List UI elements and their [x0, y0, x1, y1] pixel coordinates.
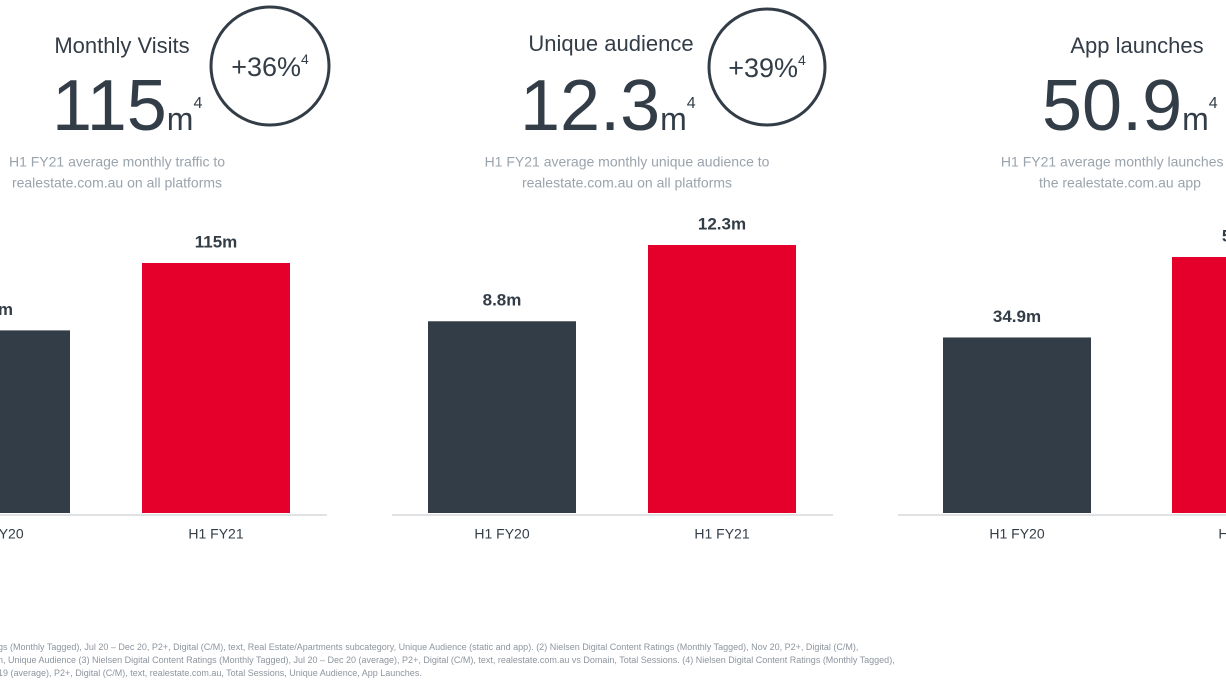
headline-value: 12.3	[520, 66, 660, 146]
bar	[428, 321, 576, 513]
value-label: 8.8m	[483, 291, 522, 310]
value-label: 50.9m	[1222, 226, 1226, 245]
headline-value: 50.9	[1042, 66, 1182, 146]
value-label: 84m	[0, 300, 13, 319]
headline-unit: m	[1182, 101, 1209, 137]
category-label: H1 FY21	[188, 526, 243, 542]
headline: 12.3m4	[520, 66, 696, 146]
bar	[648, 245, 796, 513]
category-label: H1 FY21	[1218, 526, 1226, 542]
bar	[142, 263, 290, 513]
value-label: 12.3m	[698, 214, 746, 233]
footnote: 19 (average), P2+, Digital (C/M), text, …	[0, 668, 422, 678]
headline-value: 115	[52, 66, 167, 146]
chart-title: Unique audience	[528, 31, 693, 56]
subtitle: realestate.com.au on all platforms	[12, 175, 222, 191]
headline: 115m4	[52, 66, 202, 146]
badge-circle	[209, 5, 331, 127]
value-label: 115m	[195, 232, 238, 251]
chart-title: App launches	[1070, 33, 1203, 58]
badge-note: 4	[798, 52, 806, 68]
badge-circle	[707, 7, 827, 127]
footnote: n, Unique Audience (3) Nielsen Digital C…	[0, 655, 895, 665]
subtitle: H1 FY21 average monthly traffic to	[9, 154, 225, 170]
badge-note: 4	[301, 51, 309, 67]
category-label: H1 FY20	[989, 526, 1044, 542]
badge-value: +39%	[728, 53, 798, 83]
category-label: H1 FY20	[474, 526, 529, 542]
chart-title: Monthly Visits	[54, 33, 189, 58]
badge-value: +36%	[231, 52, 301, 82]
bar	[943, 337, 1091, 513]
headline-note: 4	[193, 95, 202, 112]
badge: +36%4	[231, 51, 309, 82]
bar	[0, 330, 70, 513]
subtitle: H1 FY21 average monthly launches of	[1001, 154, 1226, 170]
bar	[1172, 257, 1226, 513]
headline-unit: m	[167, 101, 194, 137]
headline: 50.9m4	[1042, 66, 1218, 146]
category-label: H1 FY20	[0, 526, 24, 542]
subtitle: realestate.com.au on all platforms	[522, 175, 732, 191]
badge: +39%4	[728, 52, 806, 83]
headline-unit: m	[660, 101, 687, 137]
footnote: gs (Monthly Tagged), Jul 20 – Dec 20, P2…	[0, 642, 858, 652]
headline-note: 4	[1209, 95, 1218, 112]
subtitle: the realestate.com.au app	[1039, 175, 1201, 191]
category-label: H1 FY21	[694, 526, 749, 542]
subtitle: H1 FY21 average monthly unique audience …	[485, 154, 770, 170]
headline-note: 4	[687, 95, 696, 112]
value-label: 34.9m	[993, 307, 1041, 326]
